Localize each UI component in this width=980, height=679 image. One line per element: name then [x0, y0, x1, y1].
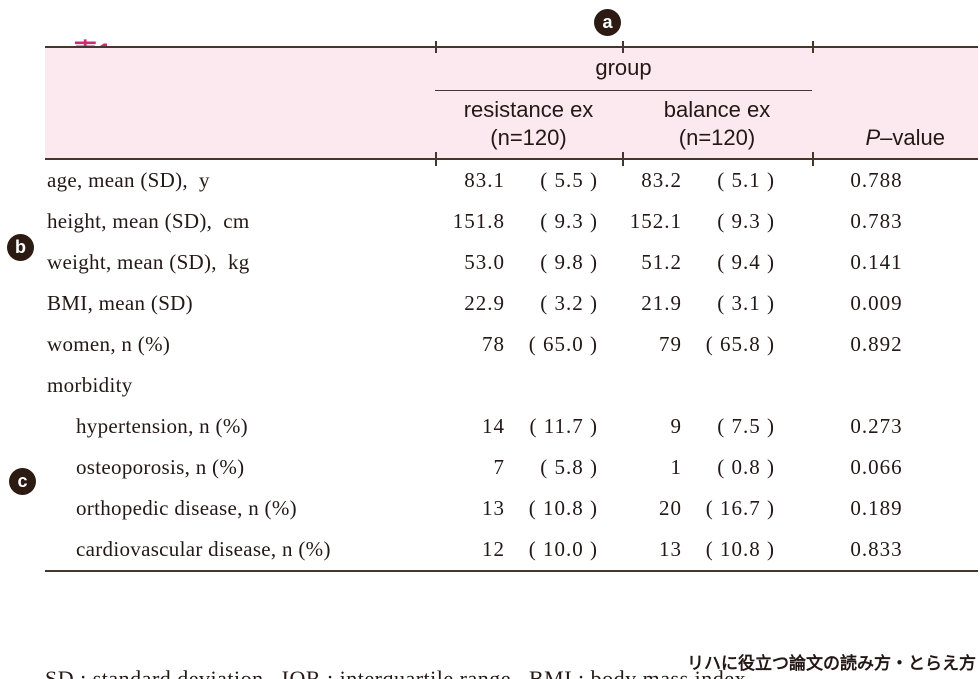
column-tick [812, 152, 814, 166]
balance-value: 20 [659, 496, 682, 520]
balance-paren: ( 0.8 ) [717, 455, 775, 479]
resistance-paren: ( 65.0 ) [528, 332, 598, 356]
balance-paren: ( 9.3 ) [717, 209, 775, 233]
pvalue: 0.273 [850, 414, 903, 438]
table-row-hypertension: hypertension, n (%) 14 ( 11.7 ) 9 ( 7.5 … [45, 406, 978, 447]
balance-value: 13 [659, 537, 682, 561]
balance-paren: ( 5.1 ) [717, 168, 775, 192]
balance-value: 51.2 [641, 250, 682, 274]
column-header-line: resistance ex [463, 97, 594, 122]
balance-value: 152.1 [629, 209, 682, 233]
balance-paren: ( 10.8 ) [705, 537, 775, 561]
column-tick [435, 41, 437, 53]
pvalue: 0.066 [850, 455, 903, 479]
resistance-paren: ( 3.2 ) [540, 291, 598, 315]
row-label: height, mean (SD), cm [47, 209, 250, 233]
resistance-value: 13 [482, 496, 505, 520]
balance-value: 79 [659, 332, 682, 356]
group-header: group [595, 55, 652, 80]
table-row-osteoporosis: osteoporosis, n (%) 7 ( 5.8 ) 1 ( 0.8 ) … [45, 447, 978, 488]
annotation-badge-a: a [594, 9, 621, 36]
pvalue: 0.892 [850, 332, 903, 356]
pvalue: 0.189 [850, 496, 903, 520]
table-body: age, mean (SD), y 83.1 ( 5.5 ) 83.2 ( 5.… [45, 160, 978, 572]
balance-paren: ( 7.5 ) [717, 414, 775, 438]
column-tick [622, 41, 624, 53]
table-row-age: age, mean (SD), y 83.1 ( 5.5 ) 83.2 ( 5.… [45, 160, 978, 201]
balance-paren: ( 16.7 ) [705, 496, 775, 520]
table-row-cardiovascular: cardiovascular disease, n (%) 12 ( 10.0 … [45, 529, 978, 570]
attributes-table: group resistance ex (n=120) balance ex (… [45, 41, 978, 679]
resistance-value: 22.9 [464, 291, 505, 315]
resistance-paren: ( 9.3 ) [540, 209, 598, 233]
pvalue-rest: –value [880, 125, 945, 150]
table-row-morbidity: morbidity [45, 365, 978, 406]
resistance-paren: ( 10.0 ) [528, 537, 598, 561]
row-label: age, mean (SD), y [47, 168, 210, 192]
resistance-paren: ( 11.7 ) [529, 414, 598, 438]
resistance-paren: ( 5.5 ) [540, 168, 598, 192]
resistance-paren: ( 10.8 ) [528, 496, 598, 520]
pvalue: 0.783 [850, 209, 903, 233]
column-header-pvalue: P–value [865, 125, 945, 151]
row-label: orthopedic disease, n (%) [76, 496, 297, 520]
table-row-women: women, n (%) 78 ( 65.0 ) 79 ( 65.8 ) 0.8… [45, 324, 978, 365]
balance-paren: ( 9.4 ) [717, 250, 775, 274]
table-row-bmi: BMI, mean (SD) 22.9 ( 3.2 ) 21.9 ( 3.1 )… [45, 283, 978, 324]
table-header: group resistance ex (n=120) balance ex (… [45, 41, 978, 166]
balance-value: 21.9 [641, 291, 682, 315]
annotation-badge-b: b [7, 234, 34, 261]
footnote-line-1: SD : standard deviation, IQR : interquar… [45, 666, 753, 679]
balance-value: 83.2 [641, 168, 682, 192]
resistance-value: 151.8 [452, 209, 505, 233]
column-tick [812, 41, 814, 53]
pvalue-italic-p: P [865, 125, 881, 150]
annotation-badge-c: c [9, 468, 36, 495]
balance-value: 9 [670, 414, 682, 438]
resistance-paren: ( 5.8 ) [540, 455, 598, 479]
row-label: women, n (%) [47, 332, 171, 356]
column-header-line: (n=120) [678, 125, 756, 150]
table-footnote: SD : standard deviation, IQR : interquar… [45, 579, 978, 679]
row-label: morbidity [47, 373, 133, 397]
pvalue: 0.833 [850, 537, 903, 561]
resistance-value: 53.0 [464, 250, 505, 274]
column-header-resistance: resistance ex (n=120) [435, 96, 622, 152]
row-label: osteoporosis, n (%) [76, 455, 245, 479]
balance-paren: ( 65.8 ) [705, 332, 775, 356]
column-tick [622, 152, 624, 166]
column-header-line: balance ex [663, 97, 771, 122]
resistance-value: 7 [493, 455, 505, 479]
table-row-orthopedic: orthopedic disease, n (%) 13 ( 10.8 ) 20… [45, 488, 978, 529]
column-header-balance: balance ex (n=120) [622, 96, 812, 152]
table-row-height: height, mean (SD), cm 151.8 ( 9.3 ) 152.… [45, 201, 978, 242]
resistance-value: 83.1 [464, 168, 505, 192]
column-tick [435, 152, 437, 166]
pvalue: 0.141 [850, 250, 903, 274]
group-underline [435, 90, 812, 91]
table-row-weight: weight, mean (SD), kg 53.0 ( 9.8 ) 51.2 … [45, 242, 978, 283]
column-header-line: (n=120) [490, 125, 567, 150]
page-running-caption: リハに役立つ論文の読み方・とらえ方 [687, 654, 976, 673]
resistance-paren: ( 9.8 ) [540, 250, 598, 274]
pvalue: 0.009 [850, 291, 903, 315]
row-label: BMI, mean (SD) [47, 291, 193, 315]
balance-value: 1 [670, 455, 682, 479]
resistance-value: 78 [482, 332, 505, 356]
pvalue: 0.788 [850, 168, 903, 192]
row-label: weight, mean (SD), kg [47, 250, 250, 274]
resistance-value: 14 [482, 414, 505, 438]
row-label: cardiovascular disease, n (%) [76, 537, 331, 561]
resistance-value: 12 [482, 537, 505, 561]
balance-paren: ( 3.1 ) [717, 291, 775, 315]
row-label: hypertension, n (%) [76, 414, 248, 438]
